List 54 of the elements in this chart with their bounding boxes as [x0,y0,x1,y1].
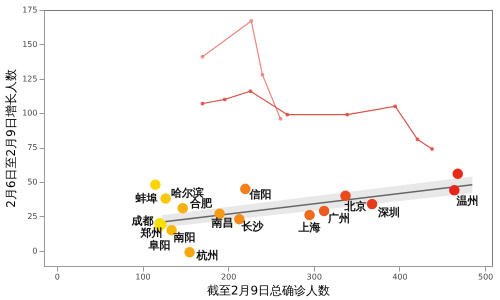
y-tick-label: 150 [22,40,38,49]
point [248,89,252,94]
y-tick-label: 0 [32,246,38,256]
annotation: 南昌 [210,216,234,230]
y-tick-label: 25 [27,212,38,221]
x-tick-label: 300 [306,272,322,282]
point [340,190,351,202]
annotation: 南阳 [172,231,196,244]
point [200,102,204,106]
x-tick-label: 400 [392,272,408,282]
point [304,210,315,220]
point [449,185,460,196]
annotation: 温州 [455,194,478,208]
point [222,98,227,102]
annotation: 郑州 [139,226,162,240]
x-tick-label: 100 [135,272,151,282]
point [240,184,251,194]
point [393,104,398,108]
annotation: 阜阳 [148,239,171,252]
point [345,112,350,116]
y-axis-title: 2月6日至2月9日增长人数 [4,69,18,208]
point [160,193,171,204]
point [416,138,420,142]
y-tick-label: 50 [27,178,38,187]
x-tick-label: 200 [221,272,236,282]
y-tick-label: 175 [22,6,38,14]
x-tick-label: 0 [54,272,60,282]
point [452,168,463,180]
point [285,112,290,116]
point [249,19,254,23]
annotation: 广州 [327,212,350,225]
annotation: 深圳 [377,206,400,220]
annotation: 北京 [344,200,367,213]
y-tick-label: 100 [22,108,38,118]
annotation: 杭州 [196,249,219,262]
point [178,202,188,214]
y-tick-label: 75 [27,143,38,152]
annotation: 成都 [130,214,154,228]
annotation: 上海 [298,221,321,234]
point [278,116,282,121]
point [200,54,204,59]
point [150,180,161,190]
point [430,147,434,151]
y-tick-label: 125 [22,74,38,84]
annotation: 长沙 [240,220,264,234]
annotation: 蚌埠 [134,192,158,205]
x-axis-title: 截至2月9日总确诊人数 [206,284,330,298]
annotation: 合肥 [188,197,213,210]
point [260,72,264,77]
point [184,247,195,258]
point [318,206,330,216]
point [366,198,378,210]
x-tick-label: 500 [478,272,494,282]
annotation: 信阳 [248,188,272,201]
